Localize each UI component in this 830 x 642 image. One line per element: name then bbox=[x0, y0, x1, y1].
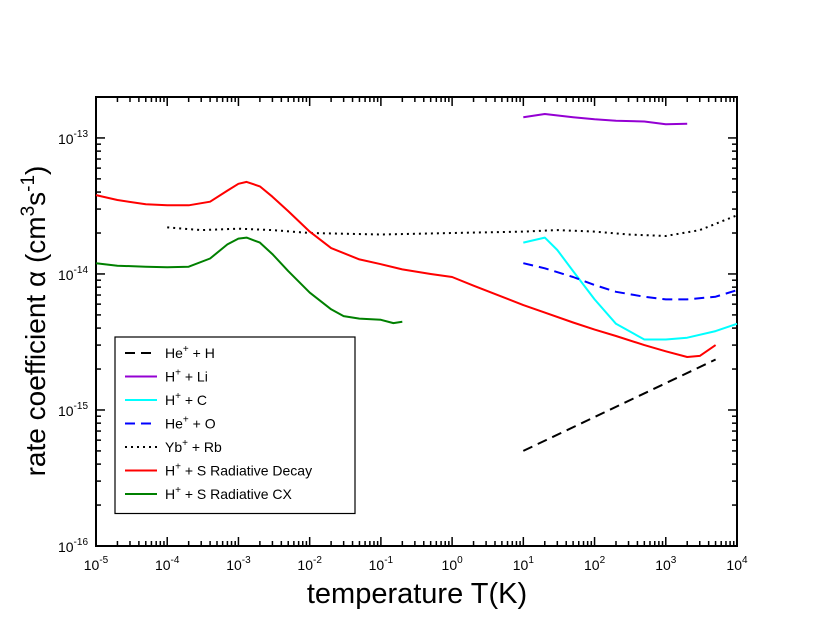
y-axis-title-close: ) bbox=[20, 166, 51, 175]
series-layer bbox=[95, 113, 738, 452]
plot-elements: 10-5 10-4 10-3 10-2 10-1 100 101 102 103 104 10-16… bbox=[58, 96, 748, 573]
legend-label-3: He+ + O bbox=[165, 415, 216, 432]
x-tick-label: 101 bbox=[513, 555, 535, 573]
legend-label-5: H+ + S Radiative Decay bbox=[165, 462, 312, 479]
x-axis-title: temperature T(K) bbox=[307, 578, 527, 610]
legend-label-2: H+ + C bbox=[165, 391, 207, 408]
series-line-3 bbox=[523, 262, 738, 301]
plot-frame bbox=[95, 96, 738, 547]
series-line-4 bbox=[167, 214, 738, 237]
legend-label-4: Yb+ + Rb bbox=[165, 438, 222, 455]
y-tick-label: 10-13 bbox=[58, 129, 88, 147]
legend-box bbox=[114, 336, 356, 515]
y-axis-title-main: rate coefficient α (cm bbox=[20, 216, 51, 476]
series-line-1 bbox=[523, 113, 688, 126]
x-tick-label: 10-1 bbox=[369, 555, 394, 573]
x-tick-label: 100 bbox=[442, 555, 464, 573]
y-axis-title-exp1: 3 bbox=[18, 206, 39, 217]
x-tick-label: 10-2 bbox=[297, 555, 322, 573]
legend-label-6: H+ + S Radiative CX bbox=[165, 485, 293, 502]
x-tick-label: 104 bbox=[726, 555, 748, 573]
x-tick-label: 102 bbox=[584, 555, 606, 573]
y-tick-label: 10-14 bbox=[58, 265, 88, 283]
y-tick-label: 10-16 bbox=[58, 537, 88, 555]
series-line-2 bbox=[523, 236, 738, 341]
axis-titles: temperature T(K) rate coefficient α (cm3… bbox=[18, 166, 527, 610]
legend: He+ + H H+ + Li H+ + C He+ + O Yb+ + Rb H+ + … bbox=[114, 336, 356, 515]
series-line-6 bbox=[95, 236, 403, 325]
x-tick-label: 10-5 bbox=[84, 555, 109, 573]
legend-label-1: H+ + Li bbox=[165, 368, 208, 385]
x-tick-label: 103 bbox=[655, 555, 677, 573]
y-axis-title-exp2: -1 bbox=[18, 175, 39, 192]
y-axis-title-mid: s bbox=[20, 192, 51, 206]
y-axis-title: rate coefficient α (cm3s-1) bbox=[18, 166, 51, 477]
series-line-0 bbox=[522, 358, 717, 452]
series-line-5 bbox=[95, 180, 717, 358]
y-tick-label: 10-15 bbox=[58, 401, 88, 419]
x-tick-label: 10-4 bbox=[155, 555, 180, 573]
legend-label-0: He+ + H bbox=[165, 344, 215, 361]
x-tick-label: 10-3 bbox=[226, 555, 251, 573]
